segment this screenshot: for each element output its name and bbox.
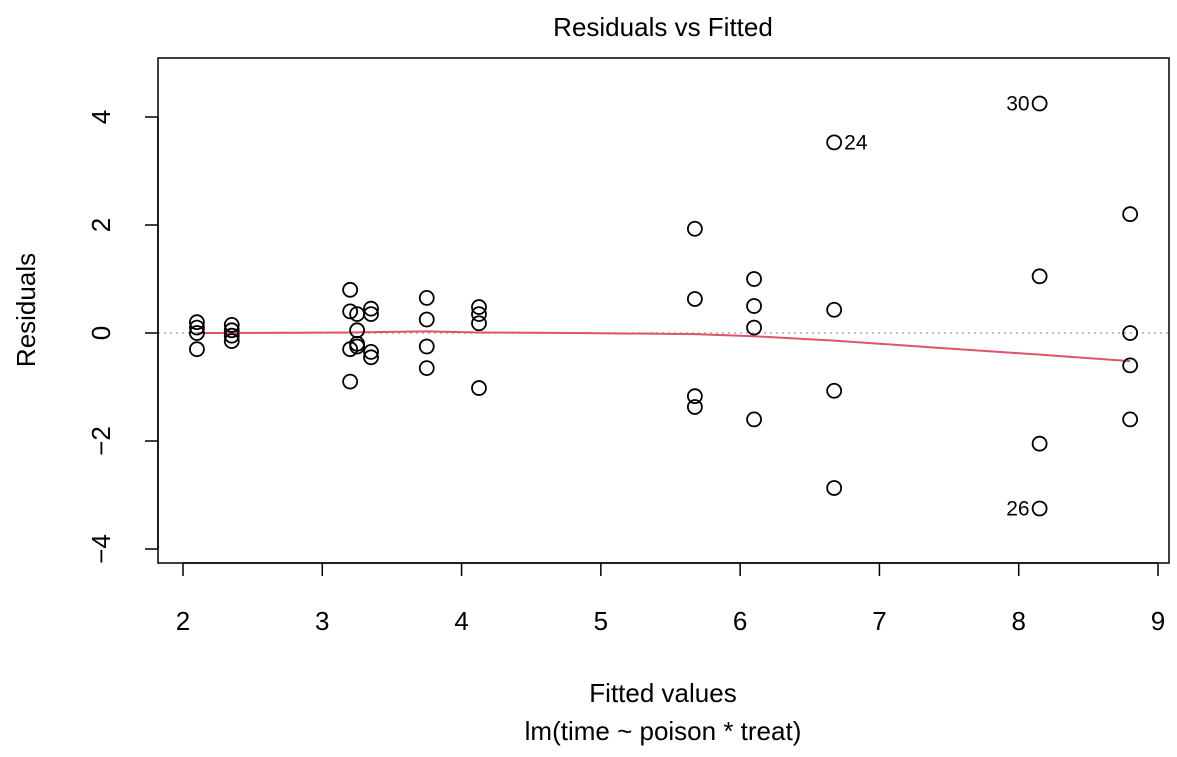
residual-point (686, 399, 703, 415)
residual-point (223, 327, 240, 344)
x-tick-label: 9 (1151, 606, 1165, 636)
x-tick-label: 7 (872, 606, 886, 636)
x-tick-label: 4 (454, 606, 468, 636)
residual-point (471, 315, 487, 332)
residual-point (471, 299, 487, 315)
model-formula-subtitle: lm(time ~ poison * treat) (525, 716, 802, 746)
y-tick-label: 2 (86, 218, 116, 232)
residual-point (746, 411, 762, 428)
y-tick-label: 4 (86, 110, 116, 124)
residual-point (1122, 325, 1139, 341)
residual-point (189, 314, 205, 331)
x-tick-label: 8 (1011, 606, 1025, 636)
residual-point (223, 316, 240, 333)
x-tick-label: 3 (315, 606, 329, 636)
x-tick-label: 2 (176, 606, 190, 636)
residual-point (363, 300, 379, 317)
residual-point (1031, 500, 1048, 517)
residual-point (1031, 95, 1048, 112)
x-axis-label: Fitted values (589, 678, 736, 708)
residual-point (826, 134, 843, 151)
residual-point (1122, 411, 1139, 428)
smoother-line (196, 330, 1131, 363)
residual-point (1031, 435, 1048, 452)
residual-point (826, 301, 843, 318)
residual-point (223, 333, 240, 350)
residual-point (189, 341, 205, 358)
residual-point (471, 306, 487, 323)
residual-points (189, 95, 1139, 517)
residual-point (1122, 357, 1139, 374)
y-axis-label: Residuals (11, 253, 41, 367)
residual-point (746, 271, 762, 287)
residual-point (189, 325, 205, 341)
x-axis: 2 3 4 5 6 7 8 9 (176, 562, 1165, 636)
point-annotations: 24 30 26 (844, 93, 1029, 521)
residual-point (342, 281, 359, 298)
residual-point (342, 303, 359, 320)
y-tick-label: −2 (86, 426, 116, 456)
residual-point (363, 306, 379, 323)
smoother-curve (196, 330, 1131, 363)
y-tick-label: −4 (86, 534, 116, 564)
residual-point (363, 349, 379, 366)
point-label-24: 24 (844, 131, 868, 154)
residual-point (342, 373, 359, 390)
residual-point (686, 388, 703, 405)
residual-point (363, 343, 379, 360)
point-label-26: 26 (1006, 498, 1029, 521)
residual-point (418, 360, 435, 377)
x-tick-label: 5 (594, 606, 608, 636)
chart-title: Residuals vs Fitted (553, 12, 773, 42)
residual-point (686, 220, 703, 237)
point-label-30: 30 (1006, 93, 1029, 116)
residual-point (418, 289, 435, 306)
residual-point (349, 338, 366, 355)
plot-frame (157, 57, 1170, 564)
residual-point (1122, 206, 1139, 223)
residual-point (349, 322, 366, 339)
y-axis: −4 −2 0 2 4 (86, 110, 159, 564)
residual-point (189, 319, 205, 336)
residual-point (418, 338, 435, 355)
residual-point (471, 380, 487, 396)
residual-point (826, 382, 843, 399)
y-tick-label: 0 (86, 326, 116, 340)
residual-point (223, 322, 240, 339)
residual-point (746, 319, 762, 336)
residual-point (826, 480, 843, 496)
residual-point (418, 311, 435, 328)
x-tick-label: 6 (733, 606, 747, 636)
residual-point (746, 298, 762, 314)
residual-point (1031, 268, 1048, 285)
residual-point (686, 291, 703, 307)
